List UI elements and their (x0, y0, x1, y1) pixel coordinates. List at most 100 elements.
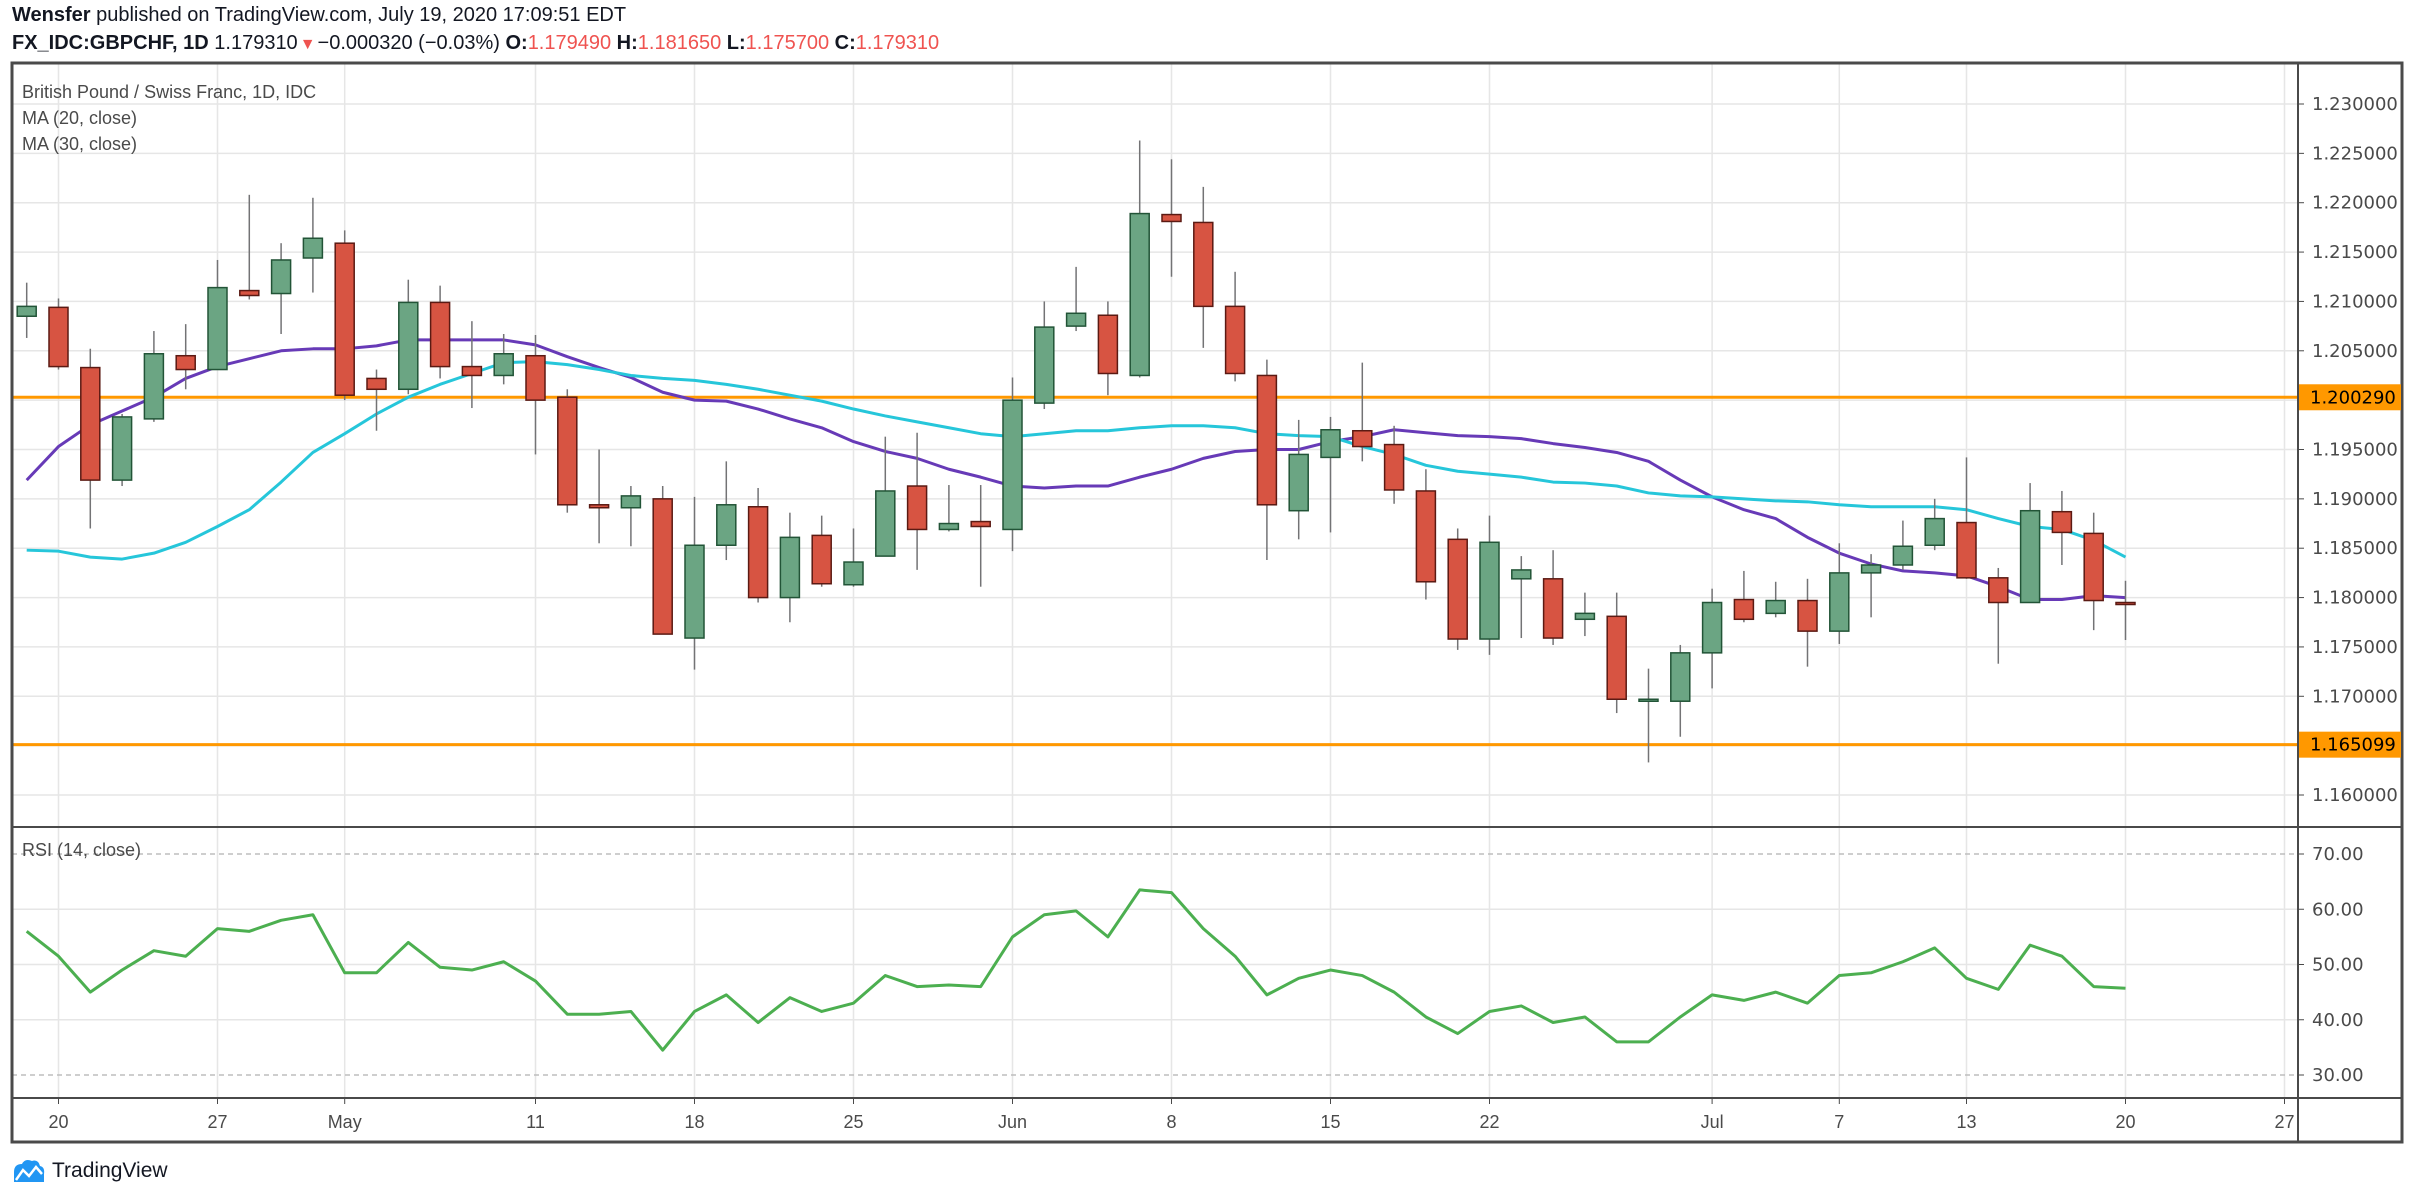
tradingview-logo[interactable]: TradingView (12, 1158, 168, 1184)
candle-body (207, 286, 228, 371)
candle-up (1574, 592, 1596, 637)
candle-body (1320, 429, 1341, 459)
candle-down (1097, 301, 1119, 396)
rsi-tick-label: 30.00 (2312, 1065, 2364, 1086)
candle-body (1797, 599, 1818, 632)
candle-body (1415, 490, 1437, 583)
candle-down (334, 230, 355, 401)
candle-up (1320, 416, 1341, 533)
candle-up (1924, 498, 1945, 551)
candle-down (175, 324, 196, 390)
price-tick-label: 1.160000 (2312, 785, 2398, 806)
close-label: C: (834, 32, 856, 54)
chart-title: British Pound / Swiss Franc, 1D, IDC (22, 82, 317, 102)
publish-info: Wensfer published on TradingView.com, Ju… (12, 4, 626, 27)
candle-down (1193, 186, 1214, 348)
candle-body (1988, 577, 2009, 604)
open-label: O: (505, 32, 528, 54)
candle-body (175, 354, 196, 371)
ma20-line (25, 338, 2126, 602)
candle-body (1383, 443, 1405, 491)
candle-body (1829, 572, 1850, 632)
chart-frame (10, 61, 2404, 1144)
candle-up (16, 282, 37, 338)
candle-down (557, 389, 578, 513)
candle-body (239, 289, 260, 297)
candle-body (48, 306, 69, 368)
low-label: L: (726, 32, 746, 54)
x-tick-label: 22 (1479, 1112, 1499, 1132)
candle-up (1701, 588, 1723, 689)
candle-body (1224, 305, 1246, 375)
candle-up (1288, 419, 1309, 540)
candle-body (143, 352, 165, 420)
x-tick-label: 13 (1956, 1112, 1976, 1132)
candle-body (1034, 326, 1055, 404)
candle-body (620, 495, 642, 509)
ma30-legend[interactable]: MA (30, close) (22, 134, 138, 154)
low-value: 1.175700 (745, 32, 830, 54)
candle-down (2051, 490, 2073, 565)
level-price-label: 1.165099 (2310, 735, 2396, 756)
candle-up (716, 461, 737, 561)
candle-down (2115, 580, 2136, 641)
x-tick-label: 27 (2274, 1112, 2294, 1132)
candle-body (111, 416, 133, 481)
symbol-info-bar: FX_IDC:GBPCHF, 1D 1.179310 ▼ −0.000320 (−0… (12, 32, 939, 55)
author-name[interactable]: Wensfer (12, 4, 91, 26)
rsi-tick-label: 70.00 (2312, 844, 2364, 865)
candle-body (1161, 213, 1182, 223)
x-tick-label: 7 (1834, 1112, 1844, 1132)
candle-body (843, 561, 864, 586)
candle-down (747, 487, 769, 603)
candle-body (334, 242, 355, 396)
candle-body (1892, 545, 1914, 566)
x-tick-label: 11 (526, 1112, 545, 1132)
x-tick-label: Jul (1701, 1112, 1724, 1132)
candle-body (1065, 312, 1087, 327)
candle-body (2019, 509, 2041, 604)
candle-up (143, 331, 165, 422)
x-tick-label: 27 (207, 1112, 227, 1132)
grid (12, 63, 2298, 1098)
candle-body (1511, 569, 1532, 580)
candle-up (779, 512, 801, 623)
candle-down (1383, 425, 1405, 504)
last-price: 1.179310 (214, 32, 298, 54)
candle-up (875, 436, 896, 557)
candle-body (1765, 599, 1786, 615)
candle-body (1193, 221, 1214, 308)
candle-body (1288, 453, 1309, 512)
candle-down (429, 285, 451, 379)
symbol-label: FX_IDC:GBPCHF, 1D (12, 32, 209, 54)
ma20-legend[interactable]: MA (20, close) (22, 108, 138, 128)
candle-down (2083, 512, 2104, 631)
candle-up (1829, 543, 1850, 644)
candle-body (1701, 601, 1723, 654)
candle-up (620, 486, 642, 547)
candle-down (652, 486, 673, 635)
candle-body (1479, 541, 1500, 640)
x-tick-label: 15 (1320, 1112, 1340, 1132)
candle-body (1447, 538, 1468, 640)
candle-down (366, 369, 387, 431)
tradingview-cloud-icon (14, 1160, 45, 1182)
rsi-legend[interactable]: RSI (14, close) (22, 840, 142, 860)
candle-body (1924, 517, 1945, 547)
down-triangle-icon: ▼ (299, 36, 316, 53)
price-change: −0.000320 (−0.03%) (317, 32, 500, 54)
candle-up (938, 485, 960, 532)
candle-up (684, 496, 705, 670)
axes: 20 27 May 11 18 25 Jun 8 15 22 Jul 7 13 20 27 1.230000 1… (10, 61, 2404, 1144)
candle-body (906, 485, 928, 531)
x-tick-label: 18 (684, 1112, 704, 1132)
price-tick-label: 1.225000 (2312, 143, 2398, 164)
candle-down (239, 194, 260, 300)
candle-up (1034, 301, 1055, 410)
candle-down (1542, 550, 1564, 645)
candle-up (1670, 644, 1691, 737)
x-tick-label: 20 (48, 1112, 68, 1132)
candle-body (1733, 598, 1755, 621)
candle-body (80, 366, 101, 481)
